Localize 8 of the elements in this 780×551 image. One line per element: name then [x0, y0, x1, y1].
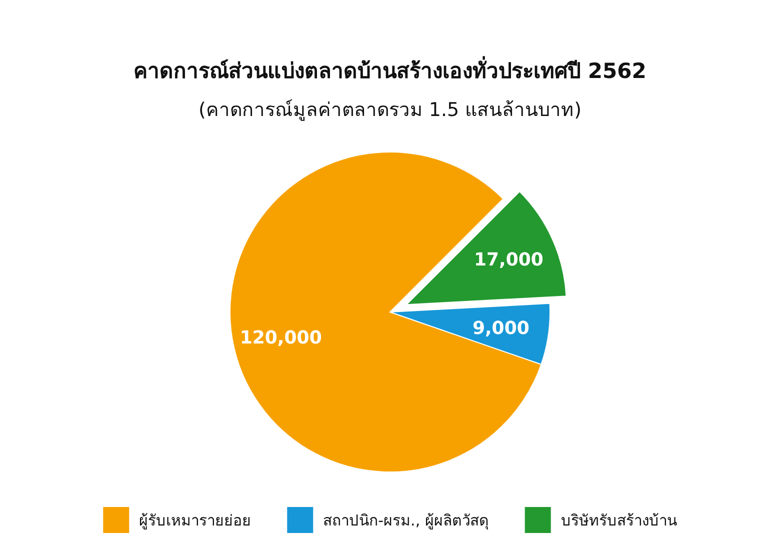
chart-subtitle: (คาดการณ์มูลค่าตลาดรวม 1.5 แสนล้านบาท)	[198, 99, 582, 121]
legend-label: ผู้รับเหมารายย่อย	[139, 511, 252, 530]
chart-title: คาดการณ์ส่วนแบ่งตลาดบ้านสร้างเองทั่วประเทศปี 2562	[134, 55, 646, 83]
data-label: 120,000	[240, 327, 322, 348]
data-label: 9,000	[472, 318, 530, 339]
legend-label: บริษัทรับสร้างบ้าน	[560, 511, 677, 530]
legend-label: สถาปนิก-ผรม., ผู้ผลิตวัสดุ	[323, 511, 489, 530]
data-label: 17,000	[474, 249, 544, 270]
